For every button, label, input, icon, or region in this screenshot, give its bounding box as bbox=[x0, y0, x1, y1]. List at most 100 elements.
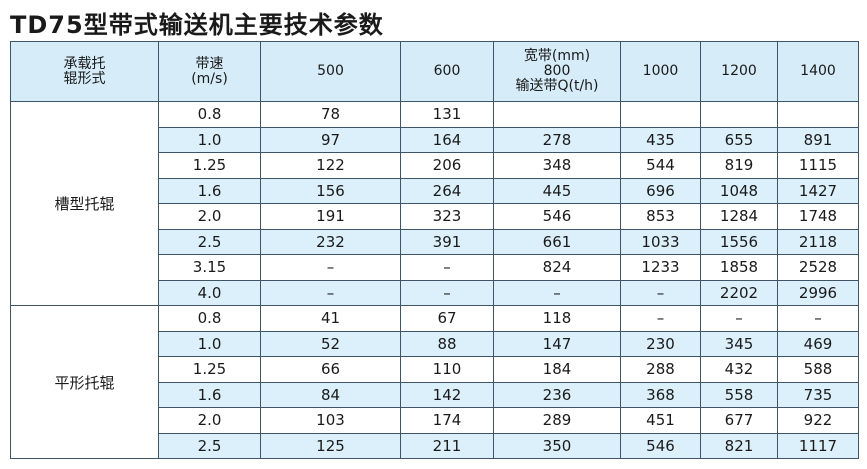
table-row: 2.0 103 174 289 451 677 922 bbox=[11, 407, 859, 434]
table-row: 2.0 191 323 546 853 1284 1748 bbox=[11, 203, 859, 230]
table-cell: 821 bbox=[700, 432, 778, 459]
table-cell: 1.25 bbox=[158, 356, 261, 383]
table-row: 1.25 66 110 184 288 432 588 bbox=[11, 356, 859, 383]
header-text: 1200 bbox=[721, 63, 757, 79]
table-cell: 1748 bbox=[777, 203, 859, 230]
header-cell: 带速 (m/s) bbox=[158, 41, 261, 102]
table-cell: 191 bbox=[260, 203, 401, 230]
table-row: 1.0 52 88 147 230 345 469 bbox=[11, 330, 859, 357]
table-row: 槽型托辊 0.8 78 131 bbox=[10, 101, 859, 306]
header-text: 800 bbox=[543, 63, 571, 79]
table-cell: 2118 bbox=[777, 228, 859, 255]
table-cell: 41 bbox=[260, 305, 401, 332]
table-cell: 1.0 bbox=[158, 126, 261, 153]
table-cell: 2202 bbox=[700, 279, 778, 306]
table-row: 1.6 156 264 445 696 1048 1427 bbox=[11, 177, 859, 204]
table-cell: 164 bbox=[400, 126, 494, 153]
table-cell: 66 bbox=[260, 356, 401, 383]
table-cell: 4.0 bbox=[158, 279, 261, 306]
table-cell: 451 bbox=[620, 407, 701, 434]
table-cell: 125 bbox=[260, 432, 401, 459]
table-cell: 1.6 bbox=[158, 381, 261, 408]
table-cell: 147 bbox=[493, 330, 621, 357]
group-label: 平形托辊 bbox=[10, 305, 159, 459]
table-cell: 2.5 bbox=[158, 432, 261, 459]
table-cell: 1117 bbox=[777, 432, 859, 459]
header-cell: 500 bbox=[260, 41, 401, 102]
table-cell: 546 bbox=[620, 432, 701, 459]
table-cell: 2.0 bbox=[158, 203, 261, 230]
table-row: 1.0 97 164 278 435 655 891 bbox=[11, 126, 859, 153]
header-text: 1000 bbox=[642, 63, 679, 79]
table-cell: 67 bbox=[400, 305, 494, 332]
table-cell: 0.8 bbox=[158, 101, 261, 128]
table-cell: 1556 bbox=[700, 228, 778, 255]
table-cell: – bbox=[260, 279, 401, 306]
table-cell: 2.5 bbox=[158, 228, 261, 255]
table-cell: – bbox=[700, 305, 778, 332]
group-label: 槽型托辊 bbox=[10, 101, 159, 306]
spec-table: 承载托 辊形式 带速 (m/s) 500 600 宽带(mm) 800 输送带Q(t/h) 100… bbox=[10, 41, 859, 459]
table-cell bbox=[777, 101, 859, 128]
table-cell: 289 bbox=[493, 407, 621, 434]
table-cell: 236 bbox=[493, 381, 621, 408]
table-cell: 156 bbox=[260, 177, 401, 204]
header-text: 1400 bbox=[800, 63, 836, 79]
header-cell: 600 bbox=[400, 41, 494, 102]
table-cell: 211 bbox=[400, 432, 494, 459]
table-cell: – bbox=[400, 279, 494, 306]
table-cell: 232 bbox=[260, 228, 401, 255]
header-cell: 承载托 辊形式 bbox=[10, 41, 159, 102]
table-cell: – bbox=[493, 279, 621, 306]
table-cell: 230 bbox=[620, 330, 701, 357]
table-cell: 2.0 bbox=[158, 407, 261, 434]
table-row: 1.6 84 142 236 368 558 735 bbox=[11, 381, 859, 408]
table-cell: 131 bbox=[400, 101, 494, 128]
table-cell: 558 bbox=[700, 381, 778, 408]
header-cell: 宽带(mm) 800 输送带Q(t/h) bbox=[493, 41, 621, 102]
table-cell: 110 bbox=[400, 356, 494, 383]
table-cell: 0.8 bbox=[158, 305, 261, 332]
table-cell: 2996 bbox=[777, 279, 859, 306]
table-cell: 1115 bbox=[777, 152, 859, 179]
table-row: 2.5 232 391 661 1033 1556 2118 bbox=[11, 228, 859, 255]
table-cell: 1858 bbox=[700, 254, 778, 281]
table-cell: 544 bbox=[620, 152, 701, 179]
table-row: 4.0– – – –2202 2996 bbox=[11, 279, 859, 306]
header-text: 500 bbox=[317, 63, 344, 79]
table-cell: 184 bbox=[493, 356, 621, 383]
table-cell: 348 bbox=[493, 152, 621, 179]
table-cell: 1233 bbox=[620, 254, 701, 281]
table-cell: 853 bbox=[620, 203, 701, 230]
table-cell bbox=[700, 101, 778, 128]
table-cell: 469 bbox=[777, 330, 859, 357]
table-cell: – bbox=[620, 305, 701, 332]
header-text: (m/s) bbox=[191, 70, 228, 87]
header-cell: 1400 bbox=[777, 41, 859, 102]
header-text: 承载托 bbox=[63, 55, 106, 72]
table-cell: 735 bbox=[777, 381, 859, 408]
table-cell: – bbox=[620, 279, 701, 306]
table-cell: 264 bbox=[400, 177, 494, 204]
table-cell: 345 bbox=[700, 330, 778, 357]
table-row: 1.25 122 206 348 544 819 1115 bbox=[11, 152, 859, 179]
table-cell: 206 bbox=[400, 152, 494, 179]
header-cell: 1200 bbox=[700, 41, 778, 102]
table-cell: 2528 bbox=[777, 254, 859, 281]
table-cell bbox=[620, 101, 701, 128]
table-cell: 1.6 bbox=[158, 177, 261, 204]
page-title: TD75型带式输送机主要技术参数 bbox=[10, 11, 384, 39]
table-cell: – bbox=[260, 254, 401, 281]
table-cell: 52 bbox=[260, 330, 401, 357]
table-cell: 122 bbox=[260, 152, 401, 179]
table-cell: 1.0 bbox=[158, 330, 261, 357]
table-cell: 655 bbox=[700, 126, 778, 153]
table-cell: 142 bbox=[400, 381, 494, 408]
table-row: 2.5 125 211 350 546 821 1117 bbox=[11, 432, 859, 459]
table-body: 槽型托辊 0.8 78 131 1.0 97 164 278 435 655 891 1.25 122 2… bbox=[10, 101, 859, 459]
table-cell: 1033 bbox=[620, 228, 701, 255]
table-cell: 546 bbox=[493, 203, 621, 230]
table-cell: 278 bbox=[493, 126, 621, 153]
header-text: 带速 bbox=[195, 55, 224, 72]
